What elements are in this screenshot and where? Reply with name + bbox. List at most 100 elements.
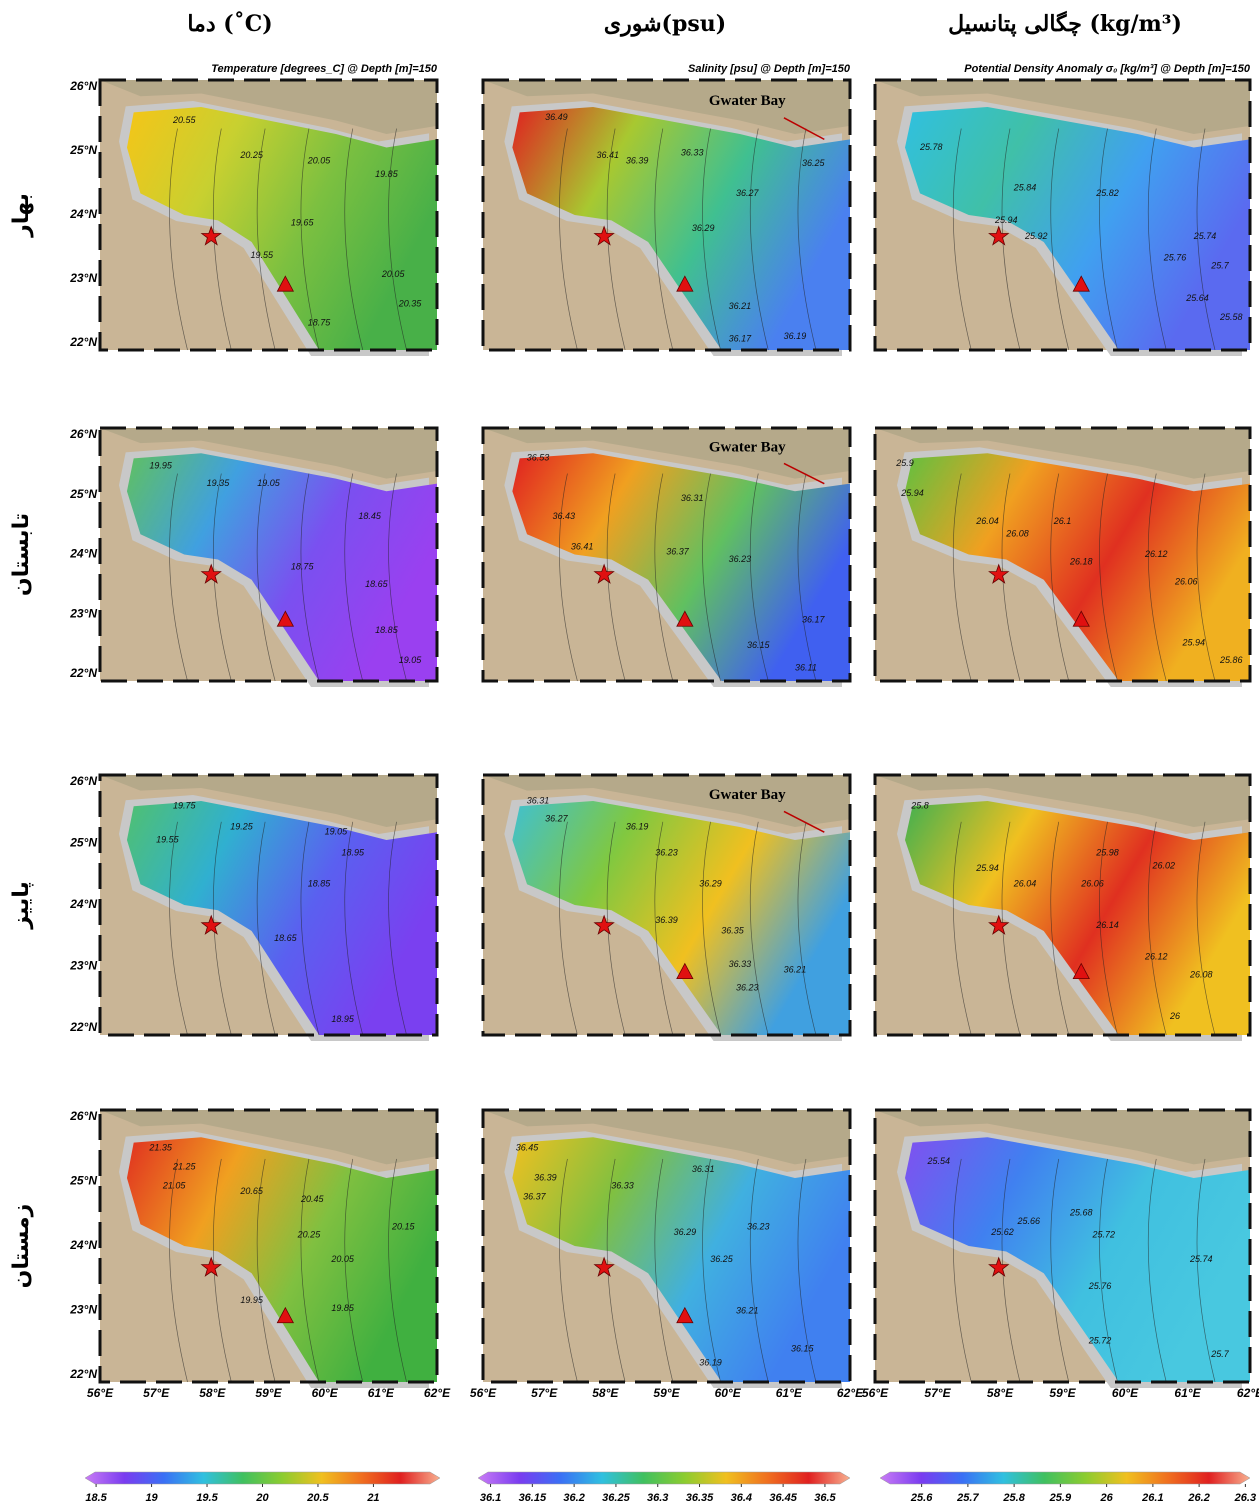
contour-label: 20.55 [172,115,197,125]
station-triangle [676,275,694,292]
row-label: زمستان [9,1204,34,1289]
land-north [875,1110,1250,1165]
contour-line [1196,473,1216,682]
column-header: چگالی پتانسیل (kg/m³) [948,10,1182,38]
contour-label: 19.95 [149,460,173,470]
lat-label: 26°N [69,427,97,441]
contour-line [1050,821,1070,1036]
station-triangle [1072,962,1090,979]
sea-field [905,107,1250,350]
contour-label: 25.76 [1163,253,1187,263]
map-panel: 36.31 36.27 36.19 36.23 36.29 36.39 36.35 36.33… [481,773,852,1041]
land-north [875,775,1250,827]
lat-label: 24°N [69,897,97,911]
contour-label: 25.64 [1185,293,1209,303]
contour-label: 25.84 [1013,182,1037,192]
contour-label: 36.39 [534,1172,557,1182]
colorbar-tick-label: 36.2 [563,1492,584,1504]
contour-label: 36.39 [626,155,649,165]
contour-label: 36.15 [791,1344,815,1354]
lat-label: 25°N [69,487,97,501]
land-north [483,428,850,479]
contour-label: 26.12 [1144,951,1168,961]
sea-field [126,801,438,1035]
station-star [593,914,615,935]
contour-label: 25.68 [1069,1208,1093,1218]
lon-label: 56°E [87,1386,114,1400]
colorbar-tick-label: 26.1 [1141,1492,1163,1504]
contour-line [344,128,364,351]
map-panel: 36.45 36.39 36.37 36.33 36.31 36.29 36.25 36.23… [470,1108,864,1400]
sea-field [126,453,438,681]
contour-label: 25.94 [994,215,1018,225]
contour-line [1196,1158,1216,1383]
contour-line [1147,128,1167,351]
station-star [593,1256,615,1277]
lon-label: 57°E [143,1386,170,1400]
station-triangle [276,275,295,292]
station-triangle [676,1306,694,1324]
sea-field [126,107,438,350]
contour-line [1099,821,1118,1036]
contour-label: 25.74 [1189,1254,1213,1264]
contour-line [749,821,769,1036]
lat-label: 22°N [69,1020,97,1034]
map-panel: 19.95 19.35 19.05 18.45 18.75 18.65 18.85 19.05… [69,426,439,687]
contour-line [344,1158,364,1383]
contour-line [654,473,674,682]
colorbar-tick-label: 25.9 [1049,1492,1072,1504]
land-north [483,80,850,134]
contour-label: 18.95 [331,1014,355,1024]
contour-line [1147,821,1167,1036]
station-star [988,914,1010,935]
colorbar [477,1471,851,1485]
contour-line [797,128,817,351]
lon-label: 61°E [1174,1386,1201,1400]
contour-label: 25.58 [1219,312,1243,322]
contour-label: 36.37 [523,1191,547,1201]
contour-line [388,473,407,682]
lon-label: 60°E [715,1386,742,1400]
contour-label: 19.55 [156,834,180,844]
colorbar-tick-label: 36.15 [519,1492,547,1504]
contour-line [300,128,320,351]
contour-label: 36.25 [802,158,826,168]
station-star [593,563,615,584]
colorbar-tick-label: 36.1 [480,1492,501,1504]
contour-label: 20.65 [239,1186,264,1196]
contour-line [1099,473,1118,682]
contour-line [797,473,817,682]
contour-label: 25.78 [919,142,943,152]
land-north [875,428,1250,479]
station-star [988,1256,1010,1277]
contour-label: 26.1 [1053,516,1072,526]
station-star [200,563,222,584]
map-panel: 36.53 36.31 36.43 36.41 36.37 36.23 36.17 36.15… [481,426,852,687]
map-panel: 20.55 20.25 20.05 19.85 19.65 19.55 20.05 20.35… [69,78,439,356]
lon-label: 58°E [199,1386,226,1400]
colorbar [84,1471,441,1485]
panel-title: Temperature [degrees_C] @ Depth [m]=150 [211,63,438,75]
contour-label: 20.25 [239,150,264,160]
lat-label: 24°N [69,1238,97,1252]
station-triangle [276,610,295,627]
contour-label: 36.25 [710,1254,734,1264]
contour-label: 21.05 [162,1181,187,1191]
contour-label: 19.65 [291,217,315,227]
annotation-arrow [783,462,825,485]
map-panel: 25.5425.6225.6625.6825.7225.7625.7425.72… [862,1108,1259,1400]
contour-label: 20.35 [398,298,423,308]
contour-label: 25.76 [1088,1281,1112,1291]
land-north [100,1110,437,1165]
contour-line [1050,473,1070,682]
contour-label: 26.04 [975,516,999,526]
contour-label: 25.92 [1024,231,1048,241]
contour-label: 19.25 [230,821,254,831]
contour-label: 36.37 [666,546,690,556]
frame [873,1108,1252,1384]
frame [481,426,852,683]
contour-line [256,473,276,682]
contour-line [952,128,972,351]
frame [481,1108,852,1384]
contour-line [256,821,276,1036]
